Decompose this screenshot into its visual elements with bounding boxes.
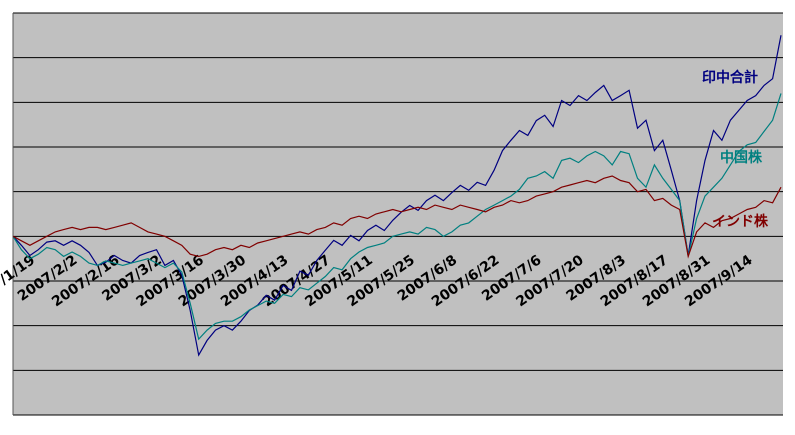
series-line — [12, 93, 782, 341]
plot-area — [13, 13, 783, 415]
series-label: 中国株 — [720, 149, 763, 166]
series-label: インド株 — [712, 213, 769, 230]
series-line — [12, 35, 782, 357]
series-label: 印中合計 — [702, 69, 758, 86]
series-line — [12, 175, 782, 259]
